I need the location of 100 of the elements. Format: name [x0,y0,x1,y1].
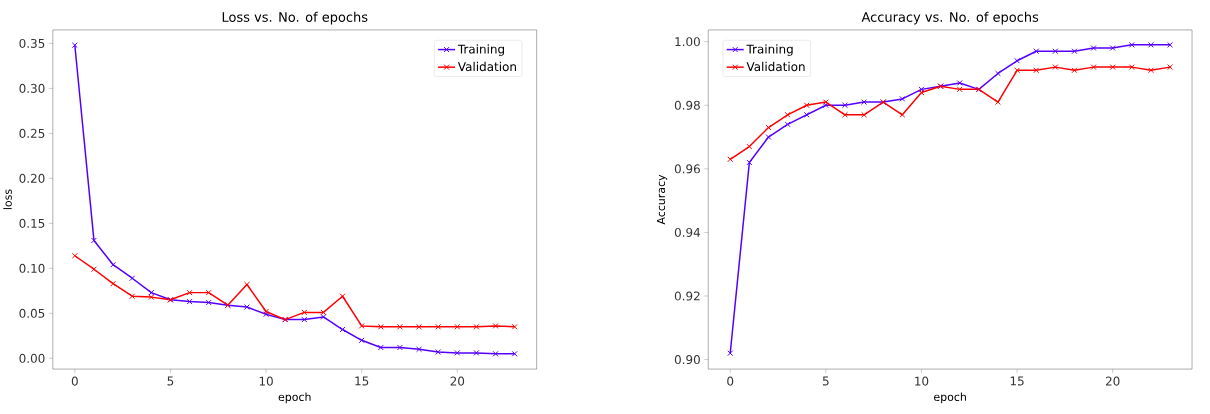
point [1128,64,1135,71]
y-tick-label: 0.90 [674,355,700,365]
point [727,156,734,163]
point [358,337,365,344]
point [110,261,117,268]
point [205,289,212,296]
point [205,299,212,306]
y-tick-label: 0.94 [674,227,701,237]
point [784,111,791,118]
point [1071,67,1078,74]
point [492,350,499,357]
y-tick-label: 0.15 [19,218,45,228]
point [435,323,442,330]
point [90,266,97,273]
y-tick-label: 1.00 [675,37,700,47]
chart-title: Loss vs. No. of epochs [222,11,368,25]
point [1167,41,1174,48]
point [727,350,734,357]
x-tick-label: 10 [259,376,273,386]
point [129,293,136,300]
point [377,323,384,330]
point [784,121,791,128]
x-tick-label: 10 [915,376,929,386]
point [435,349,442,355]
point [1090,45,1097,52]
point [994,70,1001,77]
point [129,275,136,282]
legend-label: Validation [746,61,805,72]
point [1052,64,1059,71]
x-tick-label: 15 [355,376,369,386]
point [511,323,518,330]
point [110,280,117,287]
y-axis-title: loss [3,189,12,210]
point [454,349,461,356]
point [243,281,250,288]
legend-label: Training [457,44,505,56]
point [339,293,346,300]
y-tick-label: 0.10 [19,263,45,273]
point [1167,64,1174,71]
x-axis-title: epoch [934,392,966,404]
point [1014,57,1021,64]
x-tick-label: 20 [1105,376,1120,386]
y-axis-title: Accuracy [656,174,668,225]
x-axis-title: epoch [278,392,311,404]
x-tick-label: 5 [822,376,829,386]
point [416,346,423,353]
point [803,102,810,109]
point [511,350,518,357]
point [746,159,753,166]
point [803,111,810,118]
point [861,111,868,118]
point [956,80,963,86]
point [746,143,753,150]
point [320,313,327,320]
point [473,349,480,356]
x-tick-label: 20 [450,376,465,386]
point [1128,41,1135,48]
y-tick-label: 0.98 [674,100,700,110]
x-tick-label: 15 [1010,376,1024,386]
y-tick-label: 0.00 [19,353,45,363]
point [1109,64,1116,71]
y-tick-label: 0.25 [19,128,45,138]
legend-label: Training [746,44,793,56]
point [90,237,97,244]
point [301,316,308,323]
point [956,86,963,93]
legend-label: Validation [457,61,516,72]
point [186,298,193,305]
x-tick-label: 5 [167,376,174,386]
point [396,344,403,351]
point [899,95,906,102]
point [1052,48,1059,55]
point [71,252,78,259]
point [454,323,461,330]
y-tick-label: 0.92 [674,291,700,301]
point [994,99,1001,106]
point [492,322,499,329]
point [416,323,423,330]
point [1014,67,1021,74]
point [899,111,906,118]
y-tick-label: 0.05 [19,308,45,318]
point [377,344,384,351]
point [1033,48,1040,55]
y-tick-label: 0.96 [674,164,700,174]
point [1090,64,1097,71]
point [473,323,480,330]
point [396,323,403,330]
point [765,134,772,141]
point [1147,67,1154,74]
y-tick-label: 0.35 [19,38,45,48]
chart-title: Accuracy vs. No. of epochs [861,11,1039,25]
point [842,102,848,109]
point [1033,67,1040,74]
point [186,289,193,296]
point [1147,41,1154,48]
point [1109,45,1116,52]
x-tick-label: 0 [71,376,78,386]
point [301,309,308,316]
point [148,294,155,301]
point [71,42,78,49]
